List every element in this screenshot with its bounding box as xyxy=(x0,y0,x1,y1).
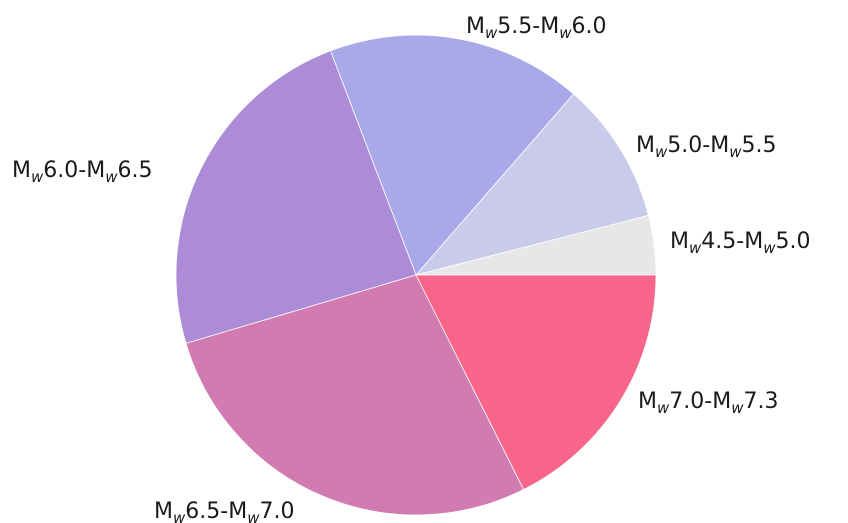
slice-label-part: w xyxy=(763,239,776,257)
pie-slice-3 xyxy=(175,50,417,344)
slice-label-part: w xyxy=(173,509,186,523)
slice-label-part: w xyxy=(485,24,498,42)
slice-label-part: 5.5-M xyxy=(497,14,559,39)
slice-label-part: 5.0-M xyxy=(667,133,729,158)
slice-label-part: 4.5-M xyxy=(701,229,763,254)
slice-label-part: M xyxy=(638,389,657,414)
slice-label-part: M xyxy=(670,229,689,254)
slice-label-part: 5.0 xyxy=(775,229,810,254)
slice-label-part: 7.0 xyxy=(259,499,294,523)
slice-label-part: 7.0-M xyxy=(669,389,731,414)
pie-slice-5 xyxy=(415,274,657,491)
slice-label-part: M xyxy=(636,133,655,158)
slice-label-3: Mw6.0-Mw6.5 xyxy=(12,158,152,186)
slice-label-part: M xyxy=(154,499,173,523)
slice-label-part: 7.3 xyxy=(743,389,778,414)
slice-label-part: w xyxy=(657,399,670,417)
slice-label-part: w xyxy=(247,509,260,523)
slice-label-part: w xyxy=(729,143,742,161)
slice-label-part: 6.0-M xyxy=(43,158,105,183)
slice-label-part: w xyxy=(105,168,118,186)
slice-label-part: M xyxy=(466,14,485,39)
slice-label-4: Mw6.5-Mw7.0 xyxy=(154,499,294,523)
slice-label-part: w xyxy=(731,399,744,417)
slice-label-0: Mw4.5-Mw5.0 xyxy=(670,229,810,257)
slice-label-part: w xyxy=(689,239,702,257)
slice-label-part: 6.5 xyxy=(117,158,152,183)
slice-label-part: w xyxy=(31,168,44,186)
slice-label-part: 6.0 xyxy=(571,14,606,39)
pie-slice-2 xyxy=(329,34,575,276)
slice-label-part: 5.5 xyxy=(741,133,776,158)
slice-label-1: Mw5.0-Mw5.5 xyxy=(636,133,776,161)
pie-slice-4 xyxy=(185,274,525,516)
slice-label-part: 6.5-M xyxy=(185,499,247,523)
pie-slice-1 xyxy=(414,93,649,276)
slice-label-part: w xyxy=(559,24,572,42)
slice-label-5: Mw7.0-Mw7.3 xyxy=(638,389,778,417)
slice-label-part: M xyxy=(12,158,31,183)
slice-label-2: Mw5.5-Mw6.0 xyxy=(466,14,606,42)
slice-label-part: w xyxy=(655,143,668,161)
